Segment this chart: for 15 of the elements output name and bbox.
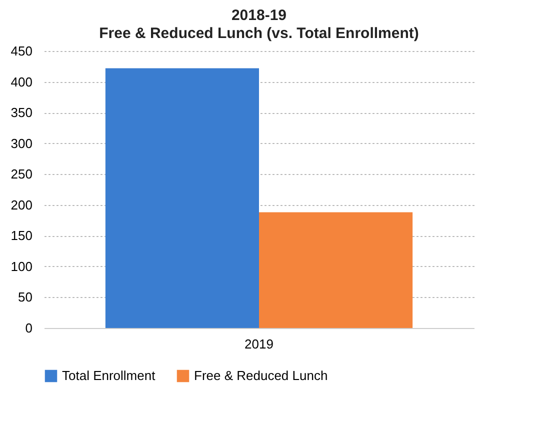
y-tick-label: 250 xyxy=(10,166,32,182)
y-tick-label: 400 xyxy=(10,74,32,90)
chart-subtitle: Free & Reduced Lunch (vs. Total Enrollment) xyxy=(99,25,419,42)
y-tick-label: 150 xyxy=(10,228,32,244)
y-tick-label: 450 xyxy=(10,44,32,58)
y-tick-label: 300 xyxy=(10,136,32,151)
y-tick-label: 350 xyxy=(10,105,32,120)
y-tick-label: 100 xyxy=(10,258,32,274)
legend-label: Total Enrollment xyxy=(62,368,156,383)
y-tick-label: 200 xyxy=(10,197,32,212)
y-tick-label: 50 xyxy=(18,290,32,305)
legend-label: Free & Reduced Lunch xyxy=(194,368,328,383)
y-tick-label: 0 xyxy=(25,320,32,336)
chart-title: 2018-19 xyxy=(231,7,287,24)
x-tick-label: 2019 xyxy=(244,336,274,352)
